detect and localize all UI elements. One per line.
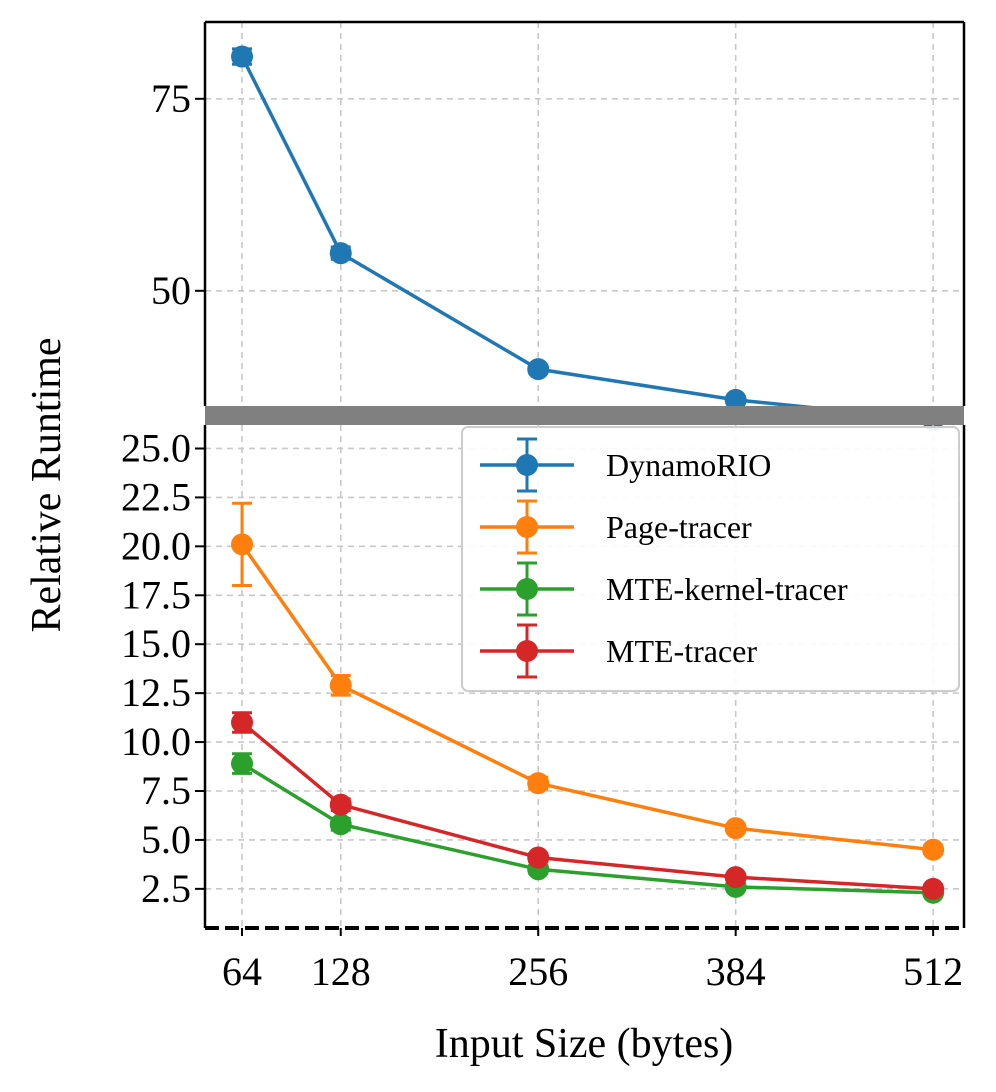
bottom-y-tick-label: 25.0	[121, 425, 191, 470]
legend-box	[461, 426, 960, 692]
legend-mte-tracer-label: MTE-tracer	[606, 633, 757, 669]
axis-break-band	[205, 406, 964, 425]
legend: DynamoRIO Page-tracer MTE-kernel-tracer MTE…	[461, 426, 960, 692]
x-tick-label: 256	[508, 949, 568, 994]
x-axis-label: Input Size (bytes)	[435, 1021, 734, 1067]
x-tick-label: 64	[222, 949, 262, 994]
bottom-panel: 2.55.07.510.012.515.017.520.022.525.0	[121, 425, 966, 936]
bottom-y-tick-label: 15.0	[121, 621, 191, 666]
legend-page-tracer-marker	[516, 516, 538, 538]
mte-tracer-point	[231, 711, 254, 734]
y-axis-label: Relative Runtime	[24, 337, 70, 632]
top-y-tick-label: 50	[151, 268, 191, 313]
x-axis-ticks: 64 128 256 384 512	[222, 949, 963, 994]
dynamorio-line	[240, 55, 934, 422]
legend-mte-tracer-marker	[516, 640, 538, 662]
page-tracer-point	[922, 838, 945, 861]
bottom-y-tick-label: 20.0	[121, 523, 191, 568]
top-panel: 50 75	[151, 20, 966, 431]
x-tick-label: 384	[706, 949, 766, 994]
bottom-y-tick-label: 17.5	[121, 572, 191, 617]
legend-dynamorio-marker	[516, 454, 538, 476]
mte-tracer-point	[329, 793, 352, 816]
top-y-tick-label: 75	[151, 76, 191, 121]
bottom-y-tick-label: 12.5	[121, 670, 191, 715]
dynamorio-point	[724, 388, 747, 411]
page-tracer-point	[231, 533, 254, 556]
bottom-y-tick-label: 7.5	[141, 768, 191, 813]
legend-page-tracer-label: Page-tracer	[606, 509, 752, 545]
axis-break-bar	[205, 406, 964, 425]
mte-tracer-point	[527, 846, 550, 869]
legend-mte-kernel-tracer-marker	[516, 578, 538, 600]
bottom-y-tick-label: 10.0	[121, 719, 191, 764]
mte-tracer-point	[922, 877, 945, 900]
mte-kernel-tracer-point	[329, 813, 352, 836]
mte-tracer-point	[724, 866, 747, 889]
page-tracer-point	[724, 817, 747, 840]
page-tracer-point	[329, 674, 352, 697]
bottom-y-tick-label: 22.5	[121, 474, 191, 519]
x-tick-label: 512	[903, 949, 963, 994]
bottom-y-tick-label: 5.0	[141, 817, 191, 862]
dynamorio-point	[527, 358, 550, 381]
mte-kernel-tracer-point	[231, 752, 254, 775]
dynamorio-point	[231, 45, 254, 68]
bottom-y-tick-label: 2.5	[141, 866, 191, 911]
dynamorio-point	[329, 242, 352, 265]
x-tick-label: 128	[311, 949, 371, 994]
legend-dynamorio-label: DynamoRIO	[606, 447, 771, 483]
legend-mte-kernel-tracer-label: MTE-kernel-tracer	[606, 571, 848, 607]
page-tracer-point	[527, 772, 550, 795]
